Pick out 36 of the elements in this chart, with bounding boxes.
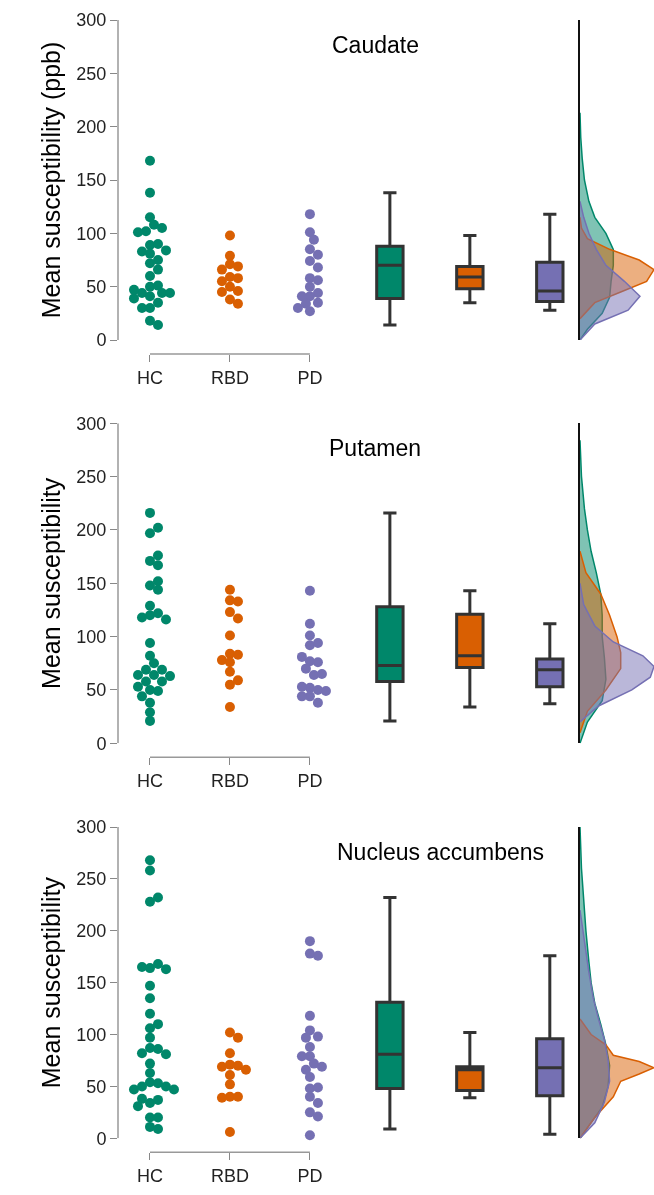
y-axis-title: Mean susceptibility (ppb) — [37, 41, 66, 319]
x-tick-label: RBD — [210, 1165, 249, 1186]
text: Nucleus accumbens — [337, 839, 545, 865]
x-tick-label: PD — [297, 1165, 323, 1186]
y-tick-label: 150 — [76, 573, 107, 594]
y-tick-label: 250 — [76, 63, 107, 84]
y-tick-label: 0 — [96, 733, 107, 754]
y-tick-label: 50 — [86, 276, 107, 297]
y-tick-label: 300 — [76, 817, 107, 838]
x-tick-label: RBD — [210, 367, 249, 388]
x-tick-label: RBD — [210, 770, 249, 791]
x-tick-label: HC — [136, 770, 163, 791]
y-tick-label: 300 — [76, 10, 107, 31]
y-axis-title: Mean susceptibility — [37, 876, 66, 1089]
x-tick-label: HC — [136, 367, 163, 388]
y-tick-label: 300 — [76, 413, 107, 434]
y-tick-label: 0 — [96, 1128, 107, 1149]
y-tick-label: 200 — [76, 116, 107, 137]
y-tick-label: 250 — [76, 869, 107, 890]
y-tick-label: 100 — [76, 1024, 107, 1045]
y-tick-label: 150 — [76, 972, 107, 993]
y-tick-label: 200 — [76, 520, 107, 541]
x-tick-label: PD — [297, 770, 323, 791]
y-tick-label: 50 — [86, 680, 107, 701]
y-tick-label: 0 — [96, 330, 107, 351]
y-tick-label: 200 — [76, 921, 107, 942]
y-axis-title: Mean susceptibility — [37, 477, 66, 689]
text: Caudate — [332, 32, 419, 58]
x-tick-label: PD — [297, 367, 323, 388]
y-tick-label: 250 — [76, 466, 107, 487]
y-tick-label: 100 — [76, 223, 107, 244]
y-tick-label: 50 — [86, 1076, 107, 1097]
text: Putamen — [329, 435, 422, 461]
y-tick-label: 150 — [76, 170, 107, 191]
x-tick-label: HC — [136, 1165, 163, 1186]
y-tick-label: 100 — [76, 626, 107, 647]
